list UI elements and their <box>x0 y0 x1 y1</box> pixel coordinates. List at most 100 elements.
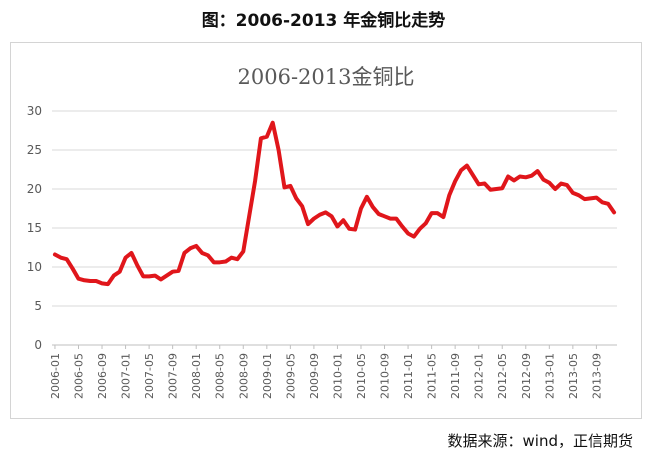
y-tick-label: 10 <box>27 260 42 274</box>
x-tick-label: 2010-05 <box>355 353 368 399</box>
gridlines <box>52 110 617 346</box>
data-point <box>477 182 481 186</box>
data-point <box>112 274 116 278</box>
x-tick-label: 2011-09 <box>449 353 462 399</box>
data-point <box>589 196 593 200</box>
data-point <box>124 256 128 260</box>
data-point <box>377 212 381 216</box>
data-point <box>294 196 298 200</box>
x-tick-label: 2006-05 <box>72 353 85 399</box>
x-tick-label: 2006-09 <box>96 353 109 399</box>
data-point <box>541 178 545 182</box>
data-point <box>506 175 510 179</box>
data-point <box>565 183 569 187</box>
data-point <box>600 200 604 204</box>
data-point <box>59 256 63 260</box>
data-point <box>247 214 251 218</box>
x-tick-label: 2012-01 <box>473 353 486 399</box>
y-tick-label: 25 <box>27 143 42 157</box>
data-point <box>235 257 239 261</box>
data-point <box>394 217 398 221</box>
x-tick-label: 2009-05 <box>284 353 297 399</box>
x-tick-label: 2012-05 <box>496 353 509 399</box>
data-point <box>282 185 286 189</box>
data-point <box>330 214 334 218</box>
data-point <box>153 274 157 278</box>
data-point <box>188 246 192 250</box>
data-point <box>159 277 163 281</box>
data-point <box>406 231 410 235</box>
y-tick-label: 30 <box>27 104 42 118</box>
data-point <box>135 263 139 267</box>
x-tick-label: 2007-09 <box>167 353 180 399</box>
data-point <box>400 224 404 228</box>
y-tick-label: 20 <box>27 182 42 196</box>
data-point <box>53 253 57 257</box>
data-point <box>435 211 439 215</box>
data-point <box>241 249 245 253</box>
data-point <box>494 187 498 191</box>
data-point <box>341 218 345 222</box>
data-point <box>524 175 528 179</box>
y-axis-tick-labels: 0 5 10 15 20 25 30 <box>27 104 42 352</box>
data-point <box>100 281 104 285</box>
data-point <box>612 210 616 214</box>
data-point <box>177 269 181 273</box>
x-tick-label: 2013-05 <box>567 353 580 399</box>
data-point <box>88 279 92 283</box>
data-point <box>559 182 563 186</box>
data-point <box>224 260 228 264</box>
data-point <box>288 184 292 188</box>
series-line <box>52 120 617 287</box>
x-tick-label: 2007-01 <box>120 353 133 399</box>
data-point <box>483 182 487 186</box>
x-tick-label: 2008-05 <box>214 353 227 399</box>
data-point <box>182 251 186 255</box>
data-point <box>500 186 504 190</box>
data-point <box>536 169 540 173</box>
data-point <box>265 135 269 139</box>
data-point <box>141 274 145 278</box>
data-point <box>353 228 357 232</box>
data-point <box>347 227 351 231</box>
x-tick-label: 2010-01 <box>331 353 344 399</box>
data-point <box>365 195 369 199</box>
data-point <box>430 211 434 215</box>
data-point <box>412 235 416 239</box>
data-point <box>418 227 422 231</box>
data-point <box>230 256 234 260</box>
x-tick-label: 2012-09 <box>520 353 533 399</box>
x-tick-label: 2009-01 <box>261 353 274 399</box>
y-tick-label: 5 <box>34 299 42 313</box>
chart-frame: 2006-2013金铜比 0 5 10 15 20 25 30 2006-01 2006-05… <box>10 42 642 419</box>
data-point <box>530 174 534 178</box>
x-tick-label: 2011-01 <box>402 353 415 399</box>
data-point <box>200 251 204 255</box>
series-group <box>52 120 617 287</box>
x-axis: 2006-01 2006-05 2006-09 2007-01 2007-05 2007-… <box>49 345 603 399</box>
data-point <box>453 179 457 183</box>
data-point <box>129 251 133 255</box>
data-point <box>277 148 281 152</box>
data-point <box>271 121 275 125</box>
data-point <box>212 260 216 264</box>
data-point <box>318 213 322 217</box>
x-tick-label: 2006-01 <box>49 353 62 399</box>
data-point <box>118 270 122 274</box>
data-point <box>512 178 516 182</box>
x-tick-label: 2013-01 <box>543 353 556 399</box>
data-point <box>371 205 375 209</box>
data-point <box>583 197 587 201</box>
figure-title: 图：2006-2013 年金铜比走势 <box>201 11 446 31</box>
data-point <box>306 222 310 226</box>
data-point <box>459 168 463 172</box>
data-point <box>465 164 469 168</box>
x-tick-label: 2007-05 <box>143 353 156 399</box>
data-point <box>94 279 98 283</box>
x-tick-label: 2010-09 <box>379 353 392 399</box>
data-point <box>259 136 263 140</box>
data-point <box>165 274 169 278</box>
data-point <box>471 173 475 177</box>
data-point <box>335 224 339 228</box>
data-point <box>547 181 551 185</box>
